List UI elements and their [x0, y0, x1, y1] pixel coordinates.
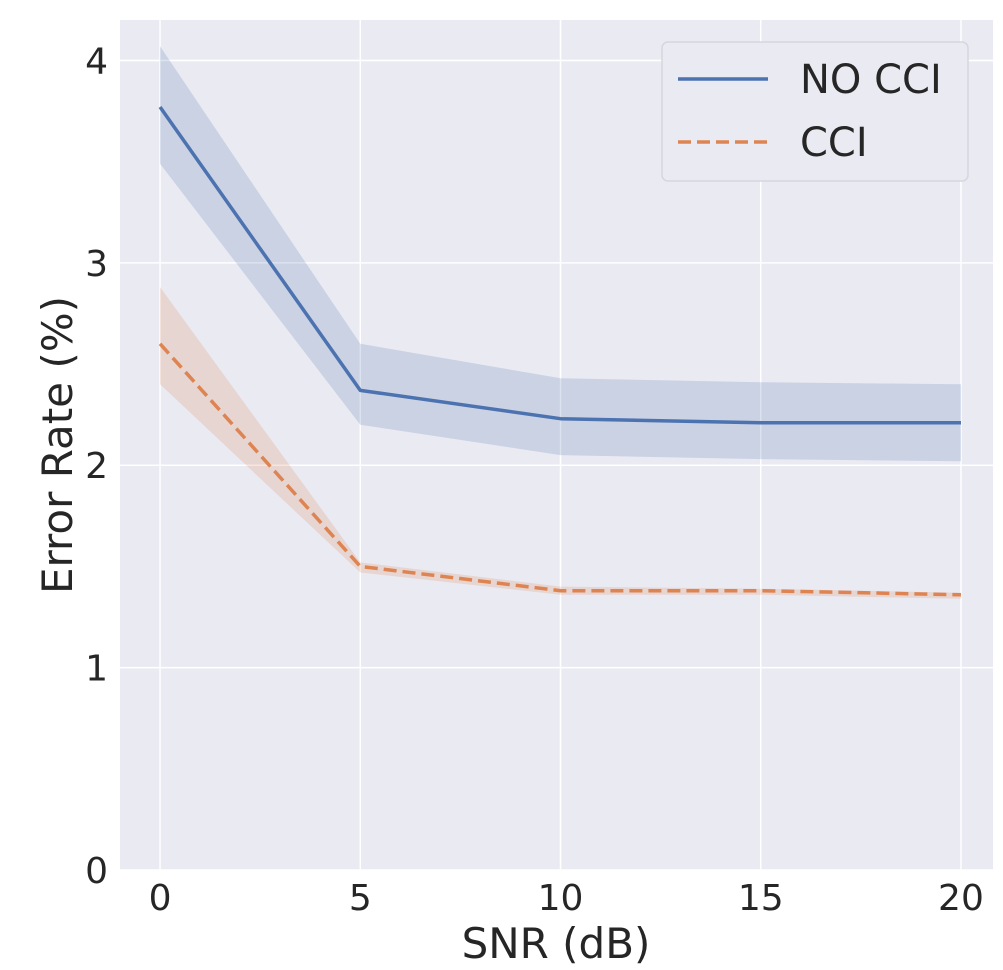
y-tick-label: 2 [85, 446, 108, 487]
legend-box [661, 41, 969, 182]
legend-label-cci: CCI [800, 120, 868, 166]
legend-label-no-cci: NO CCI [800, 57, 942, 103]
y-tick-label: 1 [85, 649, 108, 690]
x-tick-label: 10 [538, 878, 584, 919]
x-tick-label: 15 [738, 878, 784, 919]
x-tick-label: 0 [149, 878, 172, 919]
x-tick-label: 5 [349, 878, 372, 919]
y-tick-label: 4 [85, 41, 108, 82]
y-axis-title: Error Rate (%) [33, 296, 82, 594]
y-tick-label: 3 [85, 244, 108, 285]
series-lines [158, 106, 961, 597]
tick-labels: 0 1 2 3 4 0 5 10 15 20 [85, 41, 984, 919]
legend: NO CCI CCI [661, 41, 969, 182]
confidence-bands [160, 46, 961, 599]
y-tick-label: 0 [85, 851, 108, 892]
band-no-cci [160, 46, 961, 462]
x-axis-title: SNR (dB) [462, 919, 651, 968]
x-tick-label: 20 [938, 878, 984, 919]
